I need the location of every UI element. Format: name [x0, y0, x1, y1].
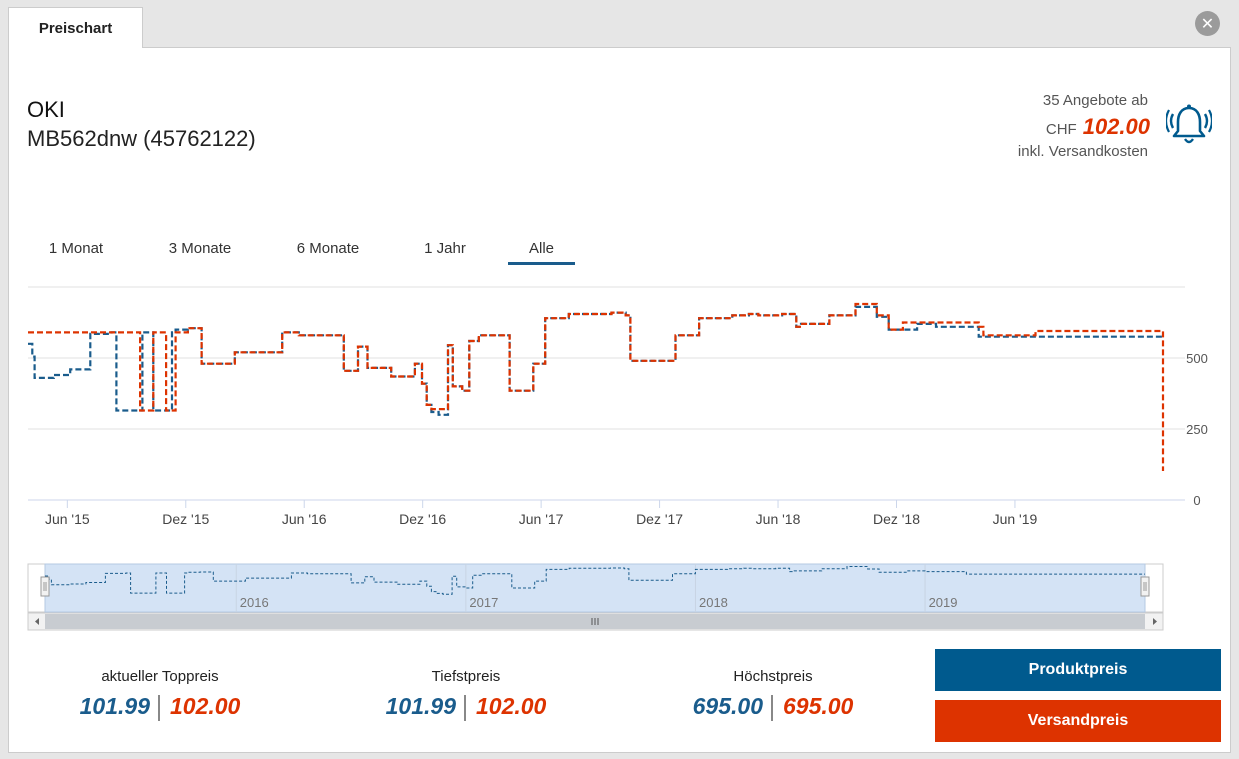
- handle-box: [40, 576, 50, 597]
- y-tick-label: 250: [1186, 422, 1208, 437]
- stat-label: Höchstpreis: [733, 668, 813, 685]
- x-tick-label: Dez '18: [873, 511, 920, 527]
- best-price-value: 102.00: [1082, 114, 1150, 139]
- navigator-year-label: 2018: [699, 595, 728, 610]
- product-price-series: [28, 305, 1163, 416]
- shipping-price-series: [28, 302, 1165, 471]
- navigator-handle-right[interactable]: [1140, 576, 1150, 597]
- best-price: CHF 102.00: [1046, 114, 1150, 140]
- stat-label: aktueller Toppreis: [101, 668, 219, 685]
- chart-navigator[interactable]: 2016 2017 2018 2019: [0, 560, 1239, 635]
- x-tick-label: Dez '15: [162, 511, 209, 527]
- x-tick-label: Jun '15: [45, 511, 90, 527]
- x-tick-label: Dez '17: [636, 511, 683, 527]
- stat-label: Tiefstpreis: [431, 668, 501, 685]
- stat-shipping-value: 102.00: [476, 693, 547, 719]
- navigator-handle-left[interactable]: [40, 576, 50, 597]
- chart-panel: [8, 47, 1231, 753]
- x-tick-label: Jun '18: [756, 511, 801, 527]
- range-1-jahr[interactable]: 1 Jahr: [424, 240, 466, 257]
- tab-preischart[interactable]: Preischart: [8, 7, 143, 48]
- shipping-note: inkl. Versandkosten: [1017, 143, 1148, 160]
- navigator-year-label: 2016: [240, 595, 269, 610]
- x-tick-label: Dez '16: [399, 511, 446, 527]
- navigator-year-label: 2019: [929, 595, 958, 610]
- stat-product-value: 695.00: [692, 693, 763, 719]
- x-tick-label: Jun '19: [993, 511, 1038, 527]
- range-3-monate[interactable]: 3 Monate: [168, 240, 232, 257]
- x-tick-label: Jun '16: [282, 511, 327, 527]
- range-6-monate[interactable]: 6 Monate: [296, 240, 360, 257]
- navigator-selection: [44, 563, 1146, 613]
- product-model: MB562dnw (45762122): [27, 126, 256, 151]
- y-tick-label: 0: [1193, 493, 1200, 508]
- tab-label: Preischart: [38, 19, 113, 37]
- navigator-year-label: 2017: [469, 595, 498, 610]
- range-alle[interactable]: Alle: [508, 240, 575, 265]
- stat-shipping-value: 102.00: [170, 693, 241, 719]
- scroll-right-icon[interactable]: [1153, 618, 1157, 625]
- stat-shipping-value: 695.00: [783, 693, 854, 719]
- scroll-left-icon[interactable]: [35, 618, 39, 625]
- stat-product-value: 101.99: [385, 693, 456, 719]
- close-icon[interactable]: ✕: [1195, 11, 1220, 36]
- product-price-button[interactable]: Produktpreis: [935, 649, 1221, 691]
- y-tick-label: 500: [1186, 351, 1208, 366]
- currency-label: CHF: [1045, 121, 1077, 138]
- stat-highest: Höchstpreis 695.00 695.00: [673, 668, 873, 721]
- stat-current-top: aktueller Toppreis 101.99 102.00: [60, 668, 260, 721]
- handle-box: [1140, 576, 1150, 597]
- price-alert-bell-icon[interactable]: [1166, 102, 1212, 148]
- product-brand: OKI: [27, 97, 65, 122]
- offer-count: 35 Angebote ab: [1042, 92, 1148, 109]
- stat-product-value: 101.99: [79, 693, 150, 719]
- shipping-price-button[interactable]: Versandpreis: [935, 700, 1221, 742]
- stat-lowest: Tiefstpreis 101.99 102.00: [366, 668, 566, 721]
- range-1-monat[interactable]: 1 Monat: [48, 240, 104, 257]
- range-selector: 1 Monat 3 Monate 6 Monate 1 Jahr Alle: [0, 240, 700, 270]
- price-chart: 0 250 500 Jun '15 Dez '15 Jun '16 Dez '16 Jun '…: [28, 286, 1208, 527]
- x-tick-label: Jun '17: [519, 511, 564, 527]
